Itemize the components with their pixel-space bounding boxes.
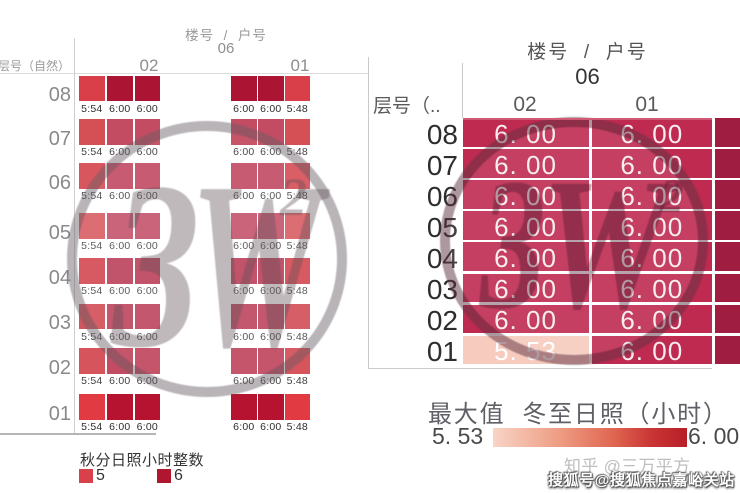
svg-text:W: W [190, 133, 330, 396]
svg-text:W: W [541, 140, 678, 348]
svg-text:2: 2 [279, 167, 307, 227]
svg-text:2: 2 [659, 170, 684, 223]
svg-text:3: 3 [478, 140, 545, 349]
svg-text:3: 3 [110, 134, 200, 398]
